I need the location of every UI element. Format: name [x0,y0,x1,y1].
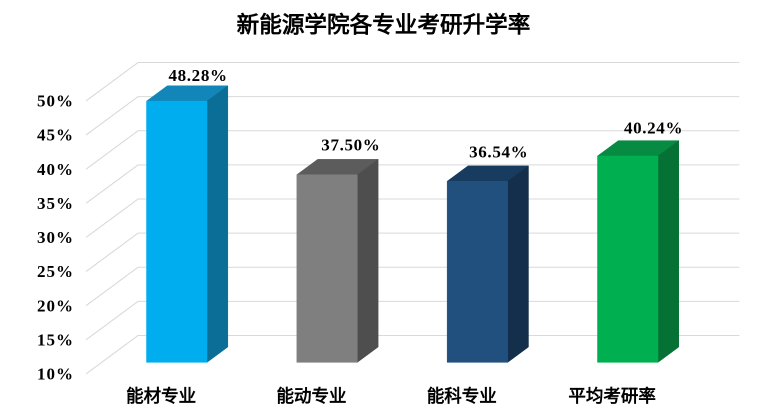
data-label-平均考研率: 40.24% [624,119,683,138]
bar-side-face-平均考研率 [657,140,680,363]
gridline-10% [85,334,740,375]
gridline-50% [85,61,740,102]
y-tick-label-15%: 15% [37,330,74,349]
bar-能科专业 [446,165,530,363]
y-tick-label-10%: 10% [37,365,74,384]
category-label-能科专业: 能科专业 [427,386,497,406]
bar-side-face-能科专业 [507,165,529,363]
data-label-能材专业: 48.28% [168,66,227,85]
data-labels-group: 48.28% 37.50% 36.54% 40.24% [168,66,683,162]
bars-group [145,85,680,363]
data-label-能科专业: 36.54% [469,143,528,162]
y-axis-tick-labels: 10% 15% 20% 25% 30% 35% 40% 45% 50% [37,92,74,384]
gridline-35% [85,164,740,204]
category-axis-labels: 能材专业 能动专业 能科专业 平均考研率 [126,386,656,406]
category-label-能动专业: 能动专业 [276,386,346,406]
gridline-30% [85,198,740,238]
category-label-能材专业: 能材专业 [126,386,196,406]
gridline-20% [85,266,740,307]
bar-front-face-能科专业 [446,180,508,363]
y-tick-label-35%: 35% [37,194,74,213]
gridline-45% [85,96,740,136]
bar-side-face-能动专业 [357,158,379,363]
y-tick-label-25%: 25% [37,262,74,281]
bar-front-face-平均考研率 [597,155,659,363]
y-tick-label-30%: 30% [37,228,74,247]
gridline-15% [85,300,740,341]
bar-side-face-能材专业 [206,85,229,363]
y-tick-label-40%: 40% [37,160,74,179]
category-label-平均考研率: 平均考研率 [568,386,656,406]
gridline-25% [85,232,740,272]
bar-front-face-能材专业 [146,100,208,363]
bar-能材专业 [145,85,229,363]
bar-front-face-能动专业 [296,174,358,363]
bar-平均考研率 [596,140,680,363]
data-label-能动专业: 37.50% [321,136,380,155]
y-tick-label-50%: 50% [37,92,74,111]
y-tick-label-20%: 20% [37,296,74,315]
gridlines-group [85,61,740,375]
gridline-40% [85,130,740,170]
y-tick-label-45%: 45% [37,126,74,145]
bar-能动专业 [296,158,379,363]
chart-title: 新能源学院各专业考研升学率 [237,12,531,38]
